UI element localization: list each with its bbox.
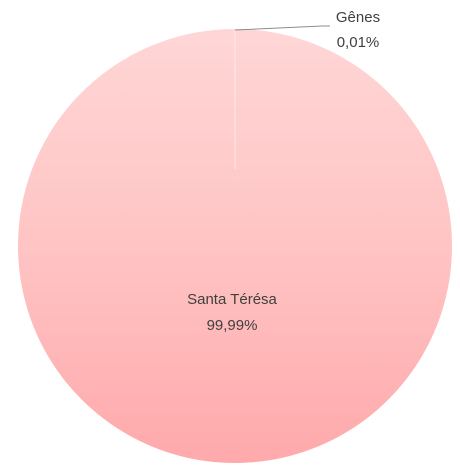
pie-slices [18, 29, 452, 463]
leader-line-genes [235, 26, 322, 30]
data-label-santa-teresa-name: Santa Térésa [187, 291, 277, 308]
data-label-genes-value: 0,01% [337, 34, 380, 51]
data-label-genes-name: Gênes [336, 9, 380, 26]
data-label-santa-teresa-value: 99,99% [207, 317, 258, 334]
